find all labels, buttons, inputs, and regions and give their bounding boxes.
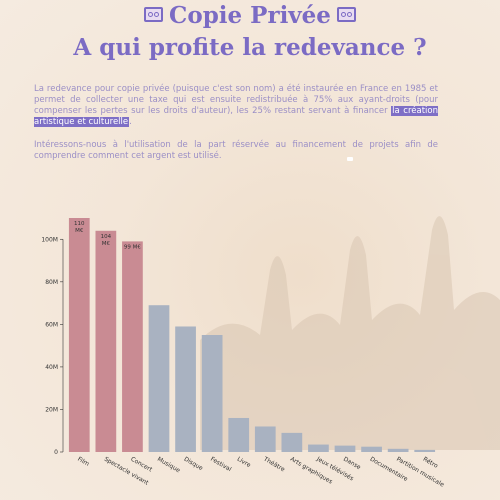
bar-arts-graphiques[interactable]	[281, 432, 303, 452]
bar-value-label: M€	[75, 228, 84, 234]
intro-paragraph-1: La redevance pour copie privée (puisque …	[34, 84, 438, 128]
y-tick-label: 60M	[45, 321, 58, 328]
x-tick-label: Festival	[209, 456, 233, 474]
bar-partition-musicale[interactable]	[387, 448, 409, 452]
page-title-line1: Copie Privée	[0, 2, 500, 29]
x-tick-label: Livre	[236, 456, 252, 470]
bar-festival[interactable]	[201, 335, 223, 452]
y-tick-label: 0	[54, 449, 58, 456]
bar-value-label: M€	[102, 241, 111, 247]
page-title-line2: A qui profite la redevance ?	[73, 34, 427, 61]
intro-p1-text: La redevance pour copie privée (puisque …	[34, 84, 438, 116]
y-tick-label: 40M	[45, 364, 58, 371]
bar-disque[interactable]	[175, 326, 196, 452]
title-text-1: Copie Privée	[169, 2, 331, 29]
bar-value-label: 104	[101, 234, 112, 240]
y-tick-label: 80M	[45, 279, 58, 286]
bar-spectacle-vivant[interactable]	[95, 230, 117, 452]
intro-p1-end: .	[129, 117, 132, 127]
y-tick-label: 100M	[41, 236, 58, 243]
x-tick-label: Théâtre	[261, 455, 286, 473]
bar-film[interactable]	[68, 218, 90, 452]
bar-concert[interactable]	[122, 241, 143, 452]
bar-rétro[interactable]	[414, 449, 436, 452]
bar-jeux-télévisés[interactable]	[308, 444, 329, 452]
bar-théâtre[interactable]	[254, 426, 276, 452]
bar-livre[interactable]	[228, 417, 250, 452]
x-tick-label: Musique	[156, 456, 181, 475]
cassette-icon	[144, 6, 164, 22]
bar-value-label: 99 M€	[124, 244, 141, 250]
scroll-indicator[interactable]	[347, 157, 353, 161]
bar-documentaire[interactable]	[361, 446, 382, 452]
bar-value-label: 110	[74, 221, 85, 227]
x-tick-label: Partition musicale	[395, 456, 445, 489]
bar-musique[interactable]	[148, 305, 170, 452]
x-tick-label: Rétro	[422, 456, 440, 470]
y-tick-label: 20M	[45, 406, 58, 413]
intro-paragraph-2: Intéressons-nous à l'utilisation de la p…	[34, 140, 438, 161]
cassette-icon	[336, 6, 356, 22]
y-axis: 0 20M 40M 60M 80M 100M	[41, 236, 64, 456]
x-tick-label: Disque	[183, 456, 205, 473]
x-tick-label: Danse	[342, 456, 362, 472]
x-tick-label: Film	[76, 456, 90, 468]
bar-danse[interactable]	[334, 445, 356, 452]
